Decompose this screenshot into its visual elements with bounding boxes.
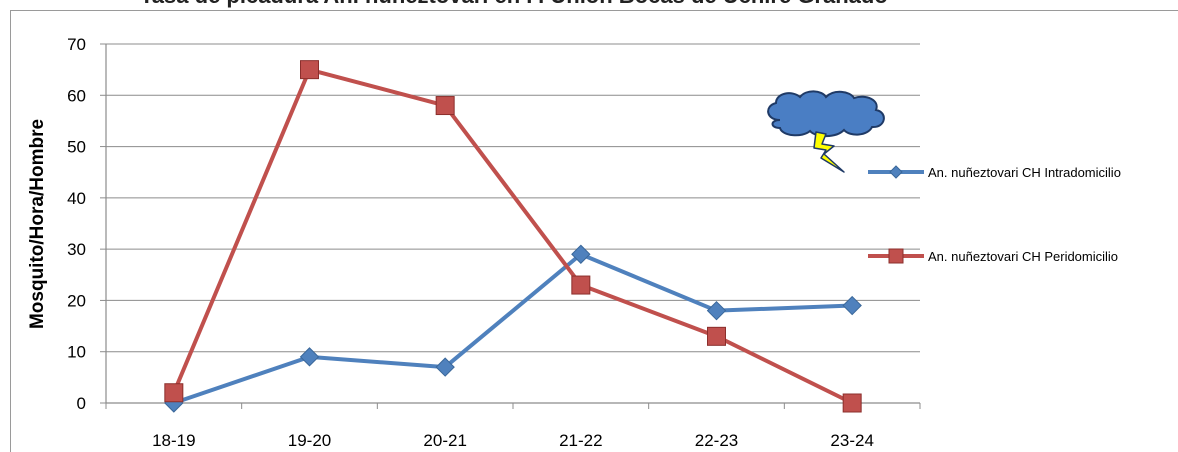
y-tick-label: 40 (67, 189, 86, 208)
series-point (299, 347, 320, 367)
series-point (435, 96, 455, 116)
series-point (300, 60, 319, 80)
lightning-bolt (813, 131, 845, 173)
series-point (164, 383, 184, 403)
page-frame (10, 10, 1178, 452)
y-tick-label: 50 (67, 138, 86, 157)
series-layer (164, 60, 862, 413)
cloud-shape (767, 90, 885, 138)
axes (100, 43, 921, 409)
legend: An. nuñeztovari CH Intradomicilio An. nuñ… (868, 165, 1121, 264)
legend-entry: An. nuñeztovari CH Intradomicilio (868, 165, 1121, 180)
legend-label: An. nuñeztovari CH Peridomicilio (928, 249, 1118, 264)
series-point (571, 244, 591, 264)
y-tick-label: 30 (67, 240, 86, 259)
series-point (571, 275, 591, 295)
chart-title: Tasa de picadura An. nuñeztovari en P. U… (140, 0, 888, 8)
y-tick-label: 20 (67, 291, 86, 310)
y-tick-label: 60 (67, 86, 86, 105)
x-tick-label: 19-20 (288, 431, 331, 450)
series-2 (164, 60, 862, 413)
storm-cloud-icon (767, 90, 885, 173)
series-point (706, 300, 727, 321)
legend-entry: An. nuñeztovari CH Peridomicilio (868, 248, 1118, 264)
x-tick-label: 18-19 (152, 431, 195, 450)
series-point (707, 326, 726, 346)
series-point (888, 248, 904, 264)
series-1 (164, 244, 862, 413)
series-line (171, 252, 855, 405)
legend-label: An. nuñeztovari CH Intradomicilio (928, 165, 1121, 180)
series-point (842, 295, 862, 316)
x-tick-label: 21-22 (559, 431, 602, 450)
y-tick-label: 10 (67, 343, 86, 362)
series-line (171, 67, 855, 405)
y-axis-label: Mosquito/Hora/Hombre (27, 119, 48, 329)
x-tick-label: 20-21 (423, 431, 466, 450)
series-point (435, 357, 455, 377)
x-tick-label: 22-23 (695, 431, 738, 450)
x-tick-labels: 18-19 19-20 20-21 21-22 22-23 23-24 (152, 431, 874, 450)
series-point (889, 165, 903, 179)
x-tick-label: 23-24 (830, 431, 873, 450)
y-tick-label: 0 (77, 394, 86, 413)
y-tick-labels: 0 10 20 30 40 50 60 70 (67, 35, 86, 413)
y-tick-label: 70 (67, 35, 86, 54)
series-point (842, 393, 862, 413)
